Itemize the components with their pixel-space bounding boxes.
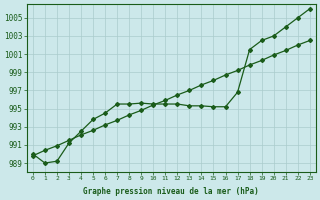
X-axis label: Graphe pression niveau de la mer (hPa): Graphe pression niveau de la mer (hPa) [84, 187, 259, 196]
